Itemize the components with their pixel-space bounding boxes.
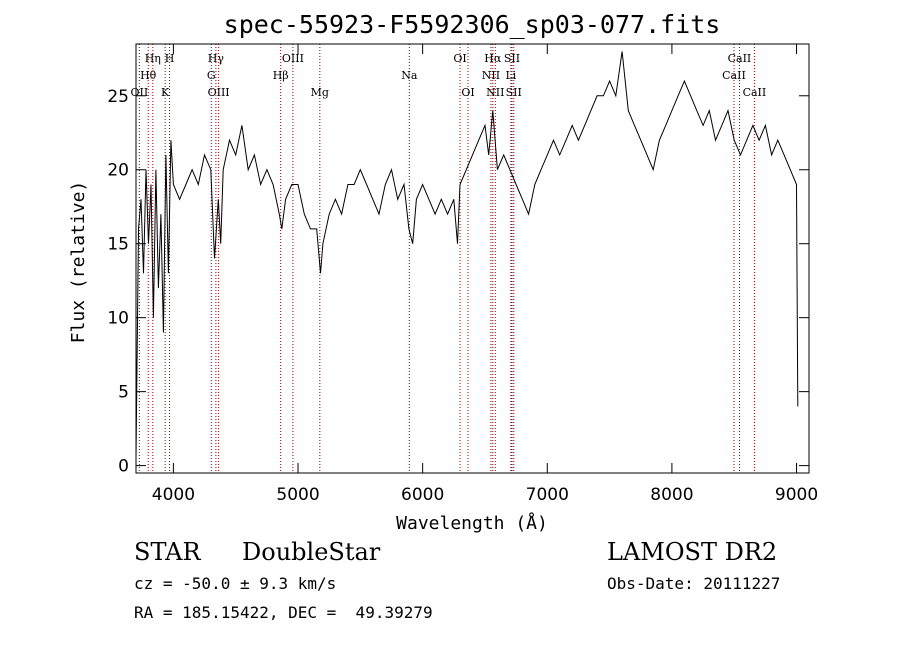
y-tick-label: 15	[107, 235, 129, 255]
spectral-line-label: Hβ	[273, 69, 289, 82]
spectral-line-label: SII	[506, 86, 522, 99]
x-axis-label: Wavelength (Å)	[396, 512, 548, 534]
spectrum-line	[135, 51, 799, 459]
object-class: STAR	[134, 538, 201, 566]
y-tick-label: 10	[107, 309, 129, 329]
y-tick-label: 0	[118, 457, 129, 477]
x-tick-label: 9000	[775, 485, 818, 505]
spectral-line-label: Hθ	[140, 69, 157, 82]
spectral-line-label: CaII	[743, 86, 767, 99]
spectral-line-label: Hα	[484, 52, 502, 65]
ra-dec-coordinates: RA = 185.15422, DEC = 49.39279	[134, 603, 433, 622]
spectral-line-label: OI	[461, 86, 474, 99]
x-tick-label: 8000	[650, 485, 693, 505]
spectral-line-label: Na	[401, 69, 418, 82]
redshift-cz: cz = -50.0 ± 9.3 km/s	[134, 574, 337, 593]
spectral-line-label: CaII	[722, 69, 746, 82]
x-tick-label: 5000	[276, 485, 319, 505]
y-axis: 0 5 10 15 20 25	[107, 87, 809, 477]
x-axis: 4000 5000 6000 7000 8000 9000	[152, 44, 818, 505]
spectral-line-label: Hη	[145, 52, 161, 65]
spectral-line-label: CaII	[728, 52, 752, 65]
spectral-line-label: Hγ	[208, 52, 225, 65]
x-tick-label: 4000	[152, 485, 195, 505]
spectral-line-label: NII	[486, 86, 504, 99]
y-tick-label: 20	[107, 161, 129, 181]
x-tick-label: 6000	[401, 485, 444, 505]
spectral-line-label: OI	[453, 52, 466, 65]
spectral-line-markers	[138, 44, 755, 473]
spectral-line-label: K	[161, 86, 170, 99]
chart-title: spec-55923-F5592306_sp03-077.fits	[224, 10, 721, 39]
y-tick-label: 5	[118, 383, 129, 403]
plot-frame	[135, 43, 810, 474]
spectral-line-label: H	[165, 52, 175, 65]
y-tick-label: 25	[107, 87, 129, 107]
spectral-line-label: OII	[131, 86, 149, 99]
y-axis-label: Flux (relative)	[68, 181, 89, 344]
spectral-line-label: OIII	[282, 52, 304, 65]
x-tick-label: 7000	[526, 485, 569, 505]
spectral-line-label: G	[207, 69, 216, 82]
spectral-line-label: OIII	[208, 86, 230, 99]
spectral-line-labels: OIIHθHηKHGHγOIIIHβOIIIMgNaOIOINIIHαNIISI…	[131, 52, 767, 99]
spectral-line-label: Mg	[311, 86, 329, 99]
object-subclass: DoubleStar	[242, 538, 381, 566]
spectral-line-label: SII	[504, 52, 520, 65]
spectral-line-label: Li	[505, 69, 516, 82]
survey-name: LAMOST DR2	[607, 538, 778, 566]
observation-date: Obs-Date: 20111227	[607, 574, 781, 593]
spectral-line-label: NII	[482, 69, 500, 82]
